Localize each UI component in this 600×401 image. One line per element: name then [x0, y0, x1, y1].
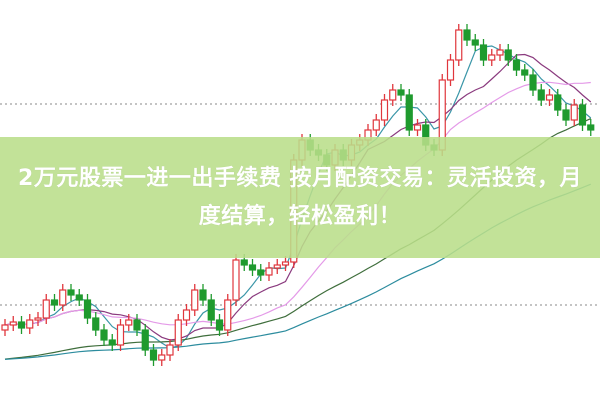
candle-down: [199, 289, 207, 301]
candle-up: [26, 319, 34, 329]
candle-up: [191, 289, 199, 311]
candle-down: [578, 104, 587, 126]
candle-down: [207, 299, 215, 321]
candle-up: [570, 104, 578, 121]
candle-down: [463, 29, 471, 41]
candle-down: [554, 94, 562, 111]
candle-up: [545, 94, 554, 101]
candle-down: [215, 319, 224, 331]
candle-down: [92, 317, 100, 331]
candle-down: [17, 321, 26, 329]
candle-up: [166, 344, 174, 356]
candle-down: [587, 124, 595, 131]
candle-up: [224, 299, 232, 331]
candle-down: [405, 94, 413, 131]
candle-down: [75, 294, 83, 301]
candle-down: [50, 299, 59, 306]
candle-up: [174, 319, 182, 346]
candle-up: [1, 324, 9, 331]
candle-down: [149, 349, 158, 361]
candle-down: [67, 289, 75, 296]
candle-down: [512, 59, 521, 71]
candle-down: [504, 49, 512, 61]
candle-up: [125, 319, 133, 326]
candle-down: [397, 89, 405, 96]
candle-down: [83, 299, 92, 319]
title-banner: 2万元股票一进一出手续费 按月配资交易：灵活投资，月度结算，轻松盈利！: [0, 137, 600, 258]
candle-up: [488, 54, 496, 61]
candle-up: [116, 324, 125, 346]
candle-up: [232, 259, 240, 301]
candle-down: [562, 109, 570, 121]
candle-up: [455, 29, 463, 61]
candle-up: [265, 267, 273, 276]
candle-up: [182, 309, 191, 321]
candle-down: [240, 259, 248, 266]
candle-down: [471, 39, 479, 46]
candle-up: [281, 261, 290, 266]
candle-up: [496, 49, 504, 56]
candle-up: [42, 299, 50, 319]
candle-up: [389, 89, 397, 101]
candle-down: [521, 69, 529, 76]
candle-down: [141, 329, 149, 351]
candle-down: [257, 269, 265, 276]
candle-up: [273, 264, 281, 269]
candle-up: [372, 119, 380, 131]
candle-up: [158, 354, 166, 361]
candle-up: [446, 59, 455, 81]
candle-up: [380, 99, 389, 121]
candle-down: [133, 319, 141, 331]
candle-up: [59, 289, 67, 306]
candle-down: [100, 329, 108, 341]
candle-up: [9, 321, 17, 326]
candle-down: [479, 44, 488, 61]
candle-down: [108, 339, 116, 346]
candle-up: [413, 124, 422, 131]
candle-down: [248, 264, 257, 271]
candle-down: [537, 89, 545, 101]
ma20-line: [4, 81, 591, 326]
candle-up: [34, 317, 42, 321]
banner-title: 2万元股票一进一出手续费 按月配资交易：灵活投资，月度结算，轻松盈利！: [18, 165, 582, 229]
candle-down: [529, 74, 537, 91]
